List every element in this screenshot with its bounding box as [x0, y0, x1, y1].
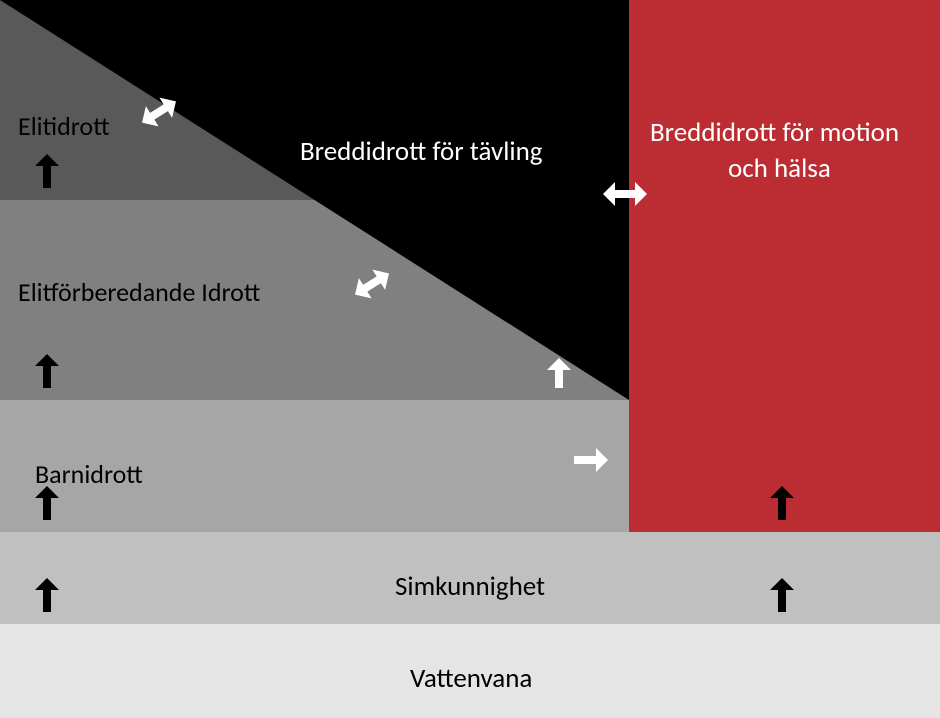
label-bredd_motion_l2: och hälsa	[728, 152, 831, 185]
panel-bredd-motion	[629, 0, 940, 532]
label-elitidrott: Elitidrott	[18, 110, 110, 142]
label-bredd_tavling: Breddidrott för tävling	[300, 135, 543, 168]
label-elitforb: Elitförberedande Idrott	[18, 276, 260, 308]
label-barn: Barnidrott	[35, 458, 143, 490]
diagram-stage: Elitidrott Elitförberedande Idrott Barnidr…	[0, 0, 940, 718]
label-bredd_motion_l1: Breddidrott för motion	[650, 116, 899, 149]
label-vattenvana: Vattenvana	[410, 662, 532, 695]
label-simkunnighet: Simkunnighet	[395, 570, 545, 603]
